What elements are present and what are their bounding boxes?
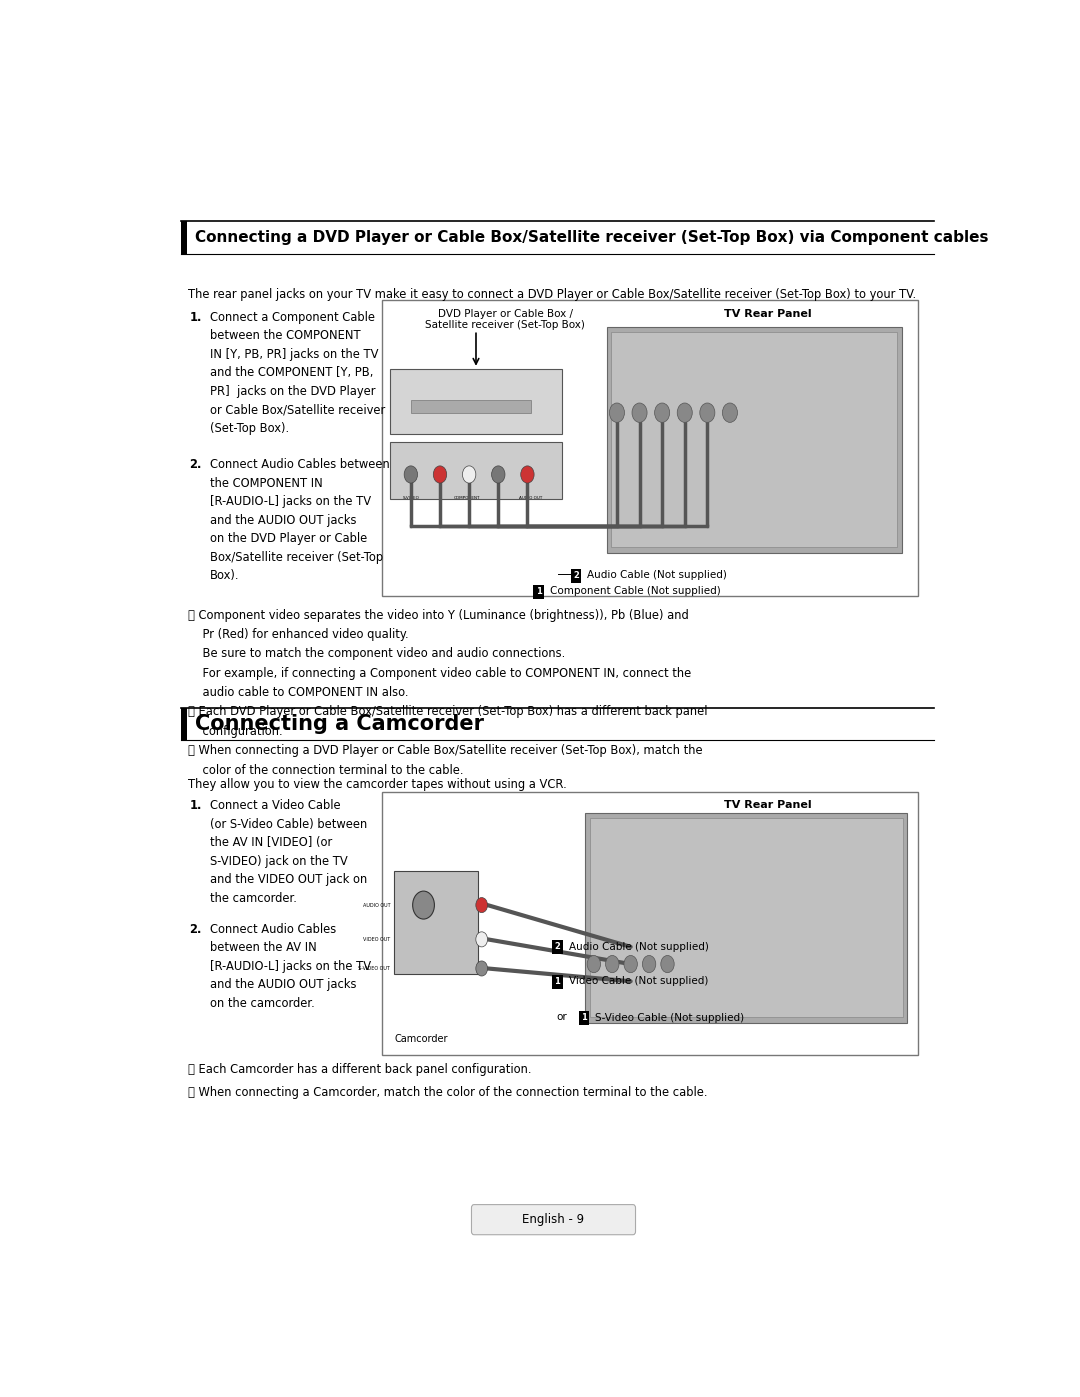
Text: The rear panel jacks on your TV make it easy to connect a DVD Player or Cable Bo: The rear panel jacks on your TV make it … [188, 288, 916, 302]
Circle shape [643, 956, 656, 972]
Circle shape [413, 891, 434, 919]
Text: 1: 1 [554, 977, 561, 985]
Text: 2.: 2. [189, 923, 202, 936]
Text: or: or [556, 1011, 567, 1021]
Bar [382, 792, 918, 1055]
Text: English - 9: English - 9 [523, 1213, 584, 1227]
Text: Connect Audio Cables
between the AV IN
[R-AUDIO-L] jacks on the TV
and the AUDIO: Connect Audio Cables between the AV IN [… [211, 923, 372, 1010]
Text: AUDIO OUT: AUDIO OUT [363, 902, 390, 908]
Circle shape [677, 402, 692, 422]
Text: 1.: 1. [189, 799, 202, 812]
Text: TV Rear Panel: TV Rear Panel [724, 309, 811, 319]
Bar [552, 975, 563, 989]
Circle shape [462, 465, 476, 483]
Circle shape [609, 402, 624, 422]
Text: Component Cable (Not supplied): Component Cable (Not supplied) [550, 587, 720, 597]
Bar [382, 300, 918, 595]
Text: ❓ Each Camcorder has a different back panel configuration.: ❓ Each Camcorder has a different back pa… [188, 1063, 531, 1076]
Bar [390, 441, 562, 499]
Circle shape [476, 961, 487, 977]
Text: 2: 2 [554, 943, 561, 951]
Bar [394, 870, 477, 974]
Circle shape [476, 932, 487, 947]
Text: For example, if connecting a Component video cable to COMPONENT IN, connect the: For example, if connecting a Component v… [188, 666, 691, 680]
Circle shape [521, 465, 535, 483]
Text: 2.: 2. [189, 458, 202, 471]
Text: Be sure to match the component video and audio connections.: Be sure to match the component video and… [188, 647, 565, 661]
Circle shape [632, 402, 647, 422]
Text: 1: 1 [581, 1013, 588, 1023]
Bar [607, 327, 902, 553]
Text: TV Rear Panel: TV Rear Panel [724, 800, 811, 810]
Text: DVD Player or Cable Box /
Satellite receiver (Set-Top Box): DVD Player or Cable Box / Satellite rece… [426, 309, 585, 330]
Bar [590, 819, 903, 1017]
Circle shape [588, 956, 600, 972]
Text: 1: 1 [536, 587, 541, 597]
Bar [181, 708, 187, 740]
Text: audio cable to COMPONENT IN also.: audio cable to COMPONENT IN also. [188, 686, 408, 698]
Text: Video Cable (Not supplied): Video Cable (Not supplied) [568, 977, 708, 986]
Bar [570, 569, 581, 583]
Text: Connecting a DVD Player or Cable Box/Satellite receiver (Set-Top Box) via Compon: Connecting a DVD Player or Cable Box/Sat… [195, 231, 989, 244]
FancyBboxPatch shape [472, 1204, 635, 1235]
Text: Connect a Video Cable
(or S-Video Cable) between
the AV IN [VIDEO] (or
S-VIDEO) : Connect a Video Cable (or S-Video Cable)… [211, 799, 367, 905]
Circle shape [723, 402, 738, 422]
Bar [611, 332, 897, 548]
Circle shape [700, 402, 715, 422]
Text: Camcorder: Camcorder [394, 1034, 448, 1045]
Text: ❓ Component video separates the video into Y (Luminance (brightness)), Pb (Blue): ❓ Component video separates the video in… [188, 609, 688, 622]
Text: AUDIO OUT: AUDIO OUT [519, 496, 542, 500]
Text: Audio Cable (Not supplied): Audio Cable (Not supplied) [568, 942, 708, 951]
Text: VIDEO OUT: VIDEO OUT [363, 937, 390, 942]
Text: ❓ When connecting a DVD Player or Cable Box/Satellite receiver (Set-Top Box), ma: ❓ When connecting a DVD Player or Cable … [188, 745, 702, 757]
Bar [552, 940, 563, 954]
Text: 2: 2 [573, 571, 579, 580]
Circle shape [491, 465, 505, 483]
Text: Pr (Red) for enhanced video quality.: Pr (Red) for enhanced video quality. [188, 629, 408, 641]
Circle shape [661, 956, 674, 972]
Text: S-VIDEO OUT: S-VIDEO OUT [359, 965, 390, 971]
Bar [534, 585, 544, 599]
Text: Connect Audio Cables between
the COMPONENT IN
[R-AUDIO-L] jacks on the TV
and th: Connect Audio Cables between the COMPONE… [211, 458, 390, 583]
Text: Connect a Component Cable
between the COMPONENT
IN [Y, PB, PR] jacks on the TV
a: Connect a Component Cable between the CO… [211, 310, 386, 434]
Text: They allow you to view the camcorder tapes without using a VCR.: They allow you to view the camcorder tap… [188, 778, 567, 791]
Bar [390, 369, 562, 434]
Text: ❓ When connecting a Camcorder, match the color of the connection terminal to the: ❓ When connecting a Camcorder, match the… [188, 1087, 707, 1099]
Text: Connecting a Camcorder: Connecting a Camcorder [195, 714, 484, 733]
Circle shape [624, 956, 637, 972]
Circle shape [404, 465, 418, 483]
Text: S-VIDEO: S-VIDEO [403, 496, 419, 500]
Circle shape [654, 402, 670, 422]
Text: configuration.: configuration. [188, 725, 282, 738]
Circle shape [606, 956, 619, 972]
Text: color of the connection terminal to the cable.: color of the connection terminal to the … [188, 764, 463, 777]
Circle shape [433, 465, 447, 483]
Bar [579, 1011, 590, 1025]
Text: S-Video Cable (Not supplied): S-Video Cable (Not supplied) [595, 1013, 744, 1023]
Text: Audio Cable (Not supplied): Audio Cable (Not supplied) [588, 570, 727, 580]
Text: ❓ Each DVD Player or Cable Box/Satellite receiver (Set-Top Box) has a different : ❓ Each DVD Player or Cable Box/Satellite… [188, 705, 707, 718]
Text: 1.: 1. [189, 310, 202, 324]
Bar [585, 813, 907, 1023]
Circle shape [476, 897, 487, 912]
Text: COMPONENT: COMPONENT [455, 496, 481, 500]
Bar [410, 400, 531, 412]
Bar [181, 222, 187, 254]
